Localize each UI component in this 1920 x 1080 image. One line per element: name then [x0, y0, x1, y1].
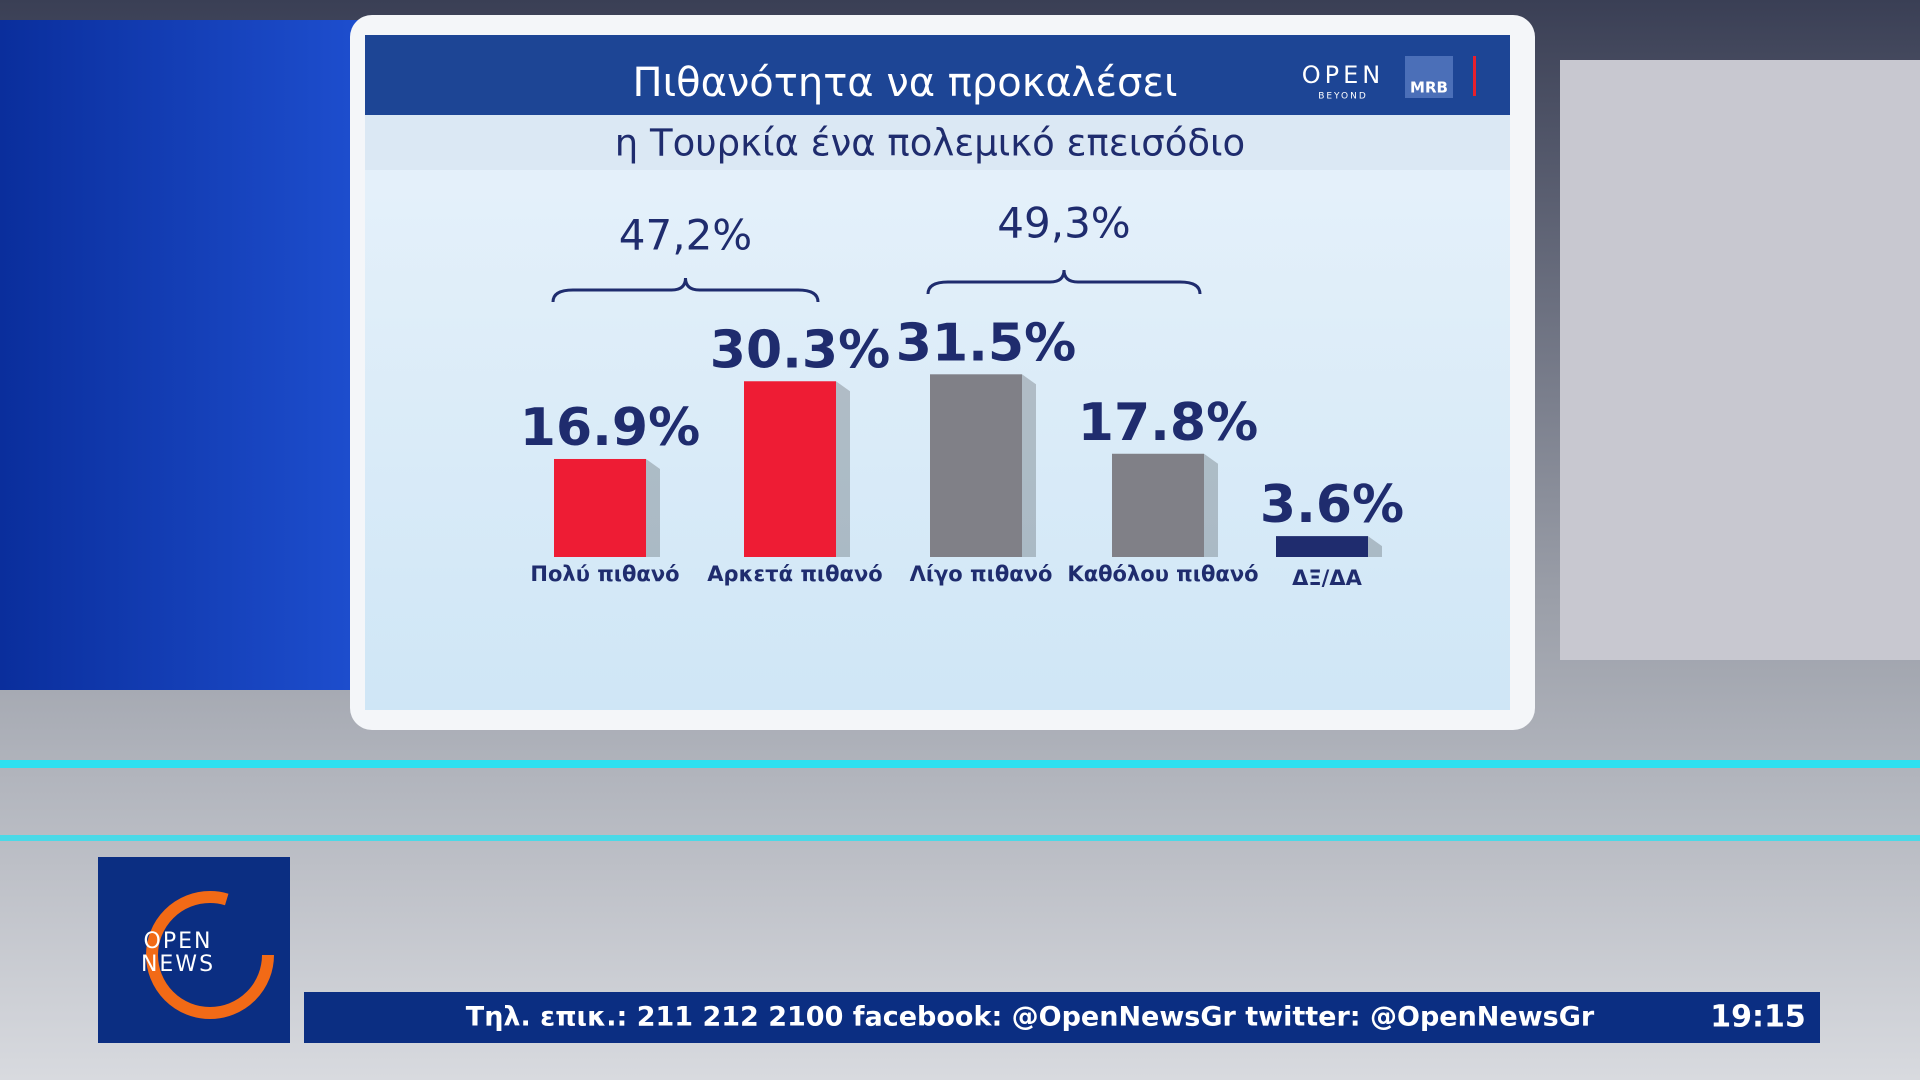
ticker-time: 19:15: [1710, 1000, 1806, 1035]
value-label: 30.3%: [710, 320, 890, 380]
bar-side: [646, 458, 660, 557]
bar: [930, 374, 1022, 557]
bar-side: [836, 381, 850, 557]
title-bar: [365, 35, 1510, 115]
bar: [744, 381, 836, 557]
channel-logo: OPEN: [1302, 61, 1384, 89]
studio-wall: [1560, 60, 1920, 660]
category-label: Λίγο πιθανό: [910, 562, 1053, 586]
category-label: ΔΞ/ΔΑ: [1292, 566, 1362, 590]
corner-logo-top: OPEN: [144, 929, 213, 954]
logo-ring: [146, 891, 274, 1019]
bracket: [926, 269, 1202, 295]
pollster-logo: MRB: [1410, 79, 1448, 97]
subtitle-bar: [365, 115, 1510, 170]
value-label: 3.6%: [1260, 475, 1404, 535]
bar-side: [1022, 374, 1036, 557]
chart-title: Πιθανότητα να προκαλέσει: [633, 60, 1178, 106]
bar-side: [1368, 536, 1382, 557]
bar: [554, 458, 646, 557]
corner-logo-bottom: NEWS: [141, 952, 215, 977]
divider: [1473, 56, 1476, 96]
bar-side: [1204, 453, 1218, 557]
ticker-bar: [304, 992, 1820, 1043]
value-label: 31.5%: [896, 313, 1076, 373]
bar: [1112, 453, 1204, 557]
ticker-text: Τηλ. επικ.: 211 212 2100 facebook: @Open…: [466, 1002, 1595, 1033]
bar: [1276, 536, 1368, 557]
plot: 16.9% Πολύ πιθανό 30.3% Αρκετά πιθανό 31.5% Λ…: [520, 199, 1404, 591]
value-label: 17.8%: [1078, 393, 1258, 453]
chart-subtitle: η Τουρκία ένα πολεμικό επεισόδιο: [615, 122, 1245, 165]
category-label: Καθόλου πιθανό: [1067, 562, 1258, 586]
pollster-box: [1405, 56, 1453, 98]
category-label: Πολύ πιθανό: [530, 562, 679, 586]
value-label: 16.9%: [520, 398, 700, 458]
channel-logo-sub: BEYOND: [1318, 92, 1368, 102]
bracket-label: 49,3%: [997, 199, 1130, 248]
floor-light: [0, 760, 1920, 768]
bracket: [551, 277, 820, 303]
floor-light: [0, 835, 1920, 841]
bracket-label: 47,2%: [619, 211, 752, 260]
category-label: Αρκετά πιθανό: [707, 562, 882, 586]
side-screen: [0, 20, 370, 690]
